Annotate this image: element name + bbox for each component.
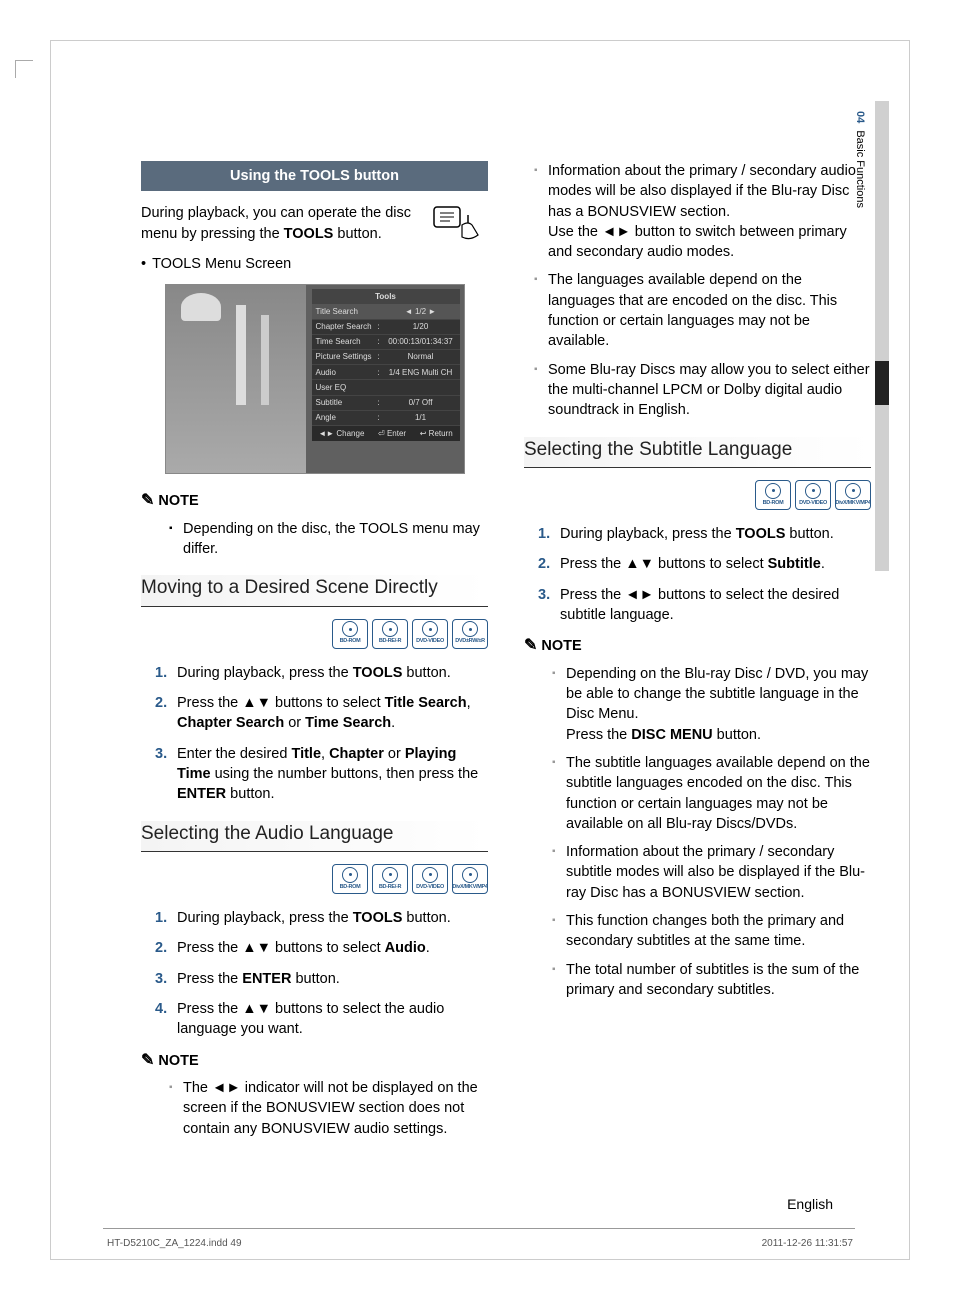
- note-item: The total number of subtitles is the sum…: [552, 960, 871, 1001]
- note-item: Depending on the disc, the TOOLS menu ma…: [169, 519, 488, 560]
- step-item: Press the ▲▼ buttons to select Audio.: [155, 938, 488, 958]
- step-item: During playback, press the TOOLS button.: [155, 663, 488, 683]
- osd-row: User EQ: [312, 380, 460, 395]
- right-column: Information about the primary / secondar…: [524, 161, 871, 1147]
- footer-rule: [103, 1228, 855, 1229]
- osd-row: Angle:1/1: [312, 411, 460, 426]
- tools-button-icon: [428, 203, 488, 253]
- step-item: Press the ◄► buttons to select the desir…: [538, 585, 871, 626]
- note-icon: ✎: [141, 1050, 154, 1072]
- disc-badge: BD-RE/-R: [372, 619, 408, 649]
- menu-screen-bullet: TOOLS Menu Screen: [141, 254, 488, 274]
- note-item: Depending on the Blu-ray Disc / DVD, you…: [552, 664, 871, 745]
- subtitle-notes: Depending on the Blu-ray Disc / DVD, you…: [552, 664, 871, 1000]
- disc-badge: DVD±RW/±R: [452, 619, 488, 649]
- page-footer: English: [51, 1195, 909, 1215]
- step-item: Press the ▲▼ buttons to select the audio…: [155, 999, 488, 1040]
- note-item: Information about the primary / secondar…: [552, 842, 871, 903]
- osd-title: Tools: [312, 289, 460, 304]
- note-icon: ✎: [141, 490, 154, 512]
- osd-row: Subtitle:0/7 Off: [312, 396, 460, 411]
- note-item: This function changes both the primary a…: [552, 911, 871, 952]
- audio-steps: During playback, press the TOOLS button.…: [155, 908, 488, 1039]
- osd-footer: ◄► Change⏎ Enter↩ Return: [312, 426, 460, 441]
- note-header-2: ✎ NOTE: [141, 1050, 488, 1072]
- step-item: During playback, press the TOOLS button.: [155, 908, 488, 928]
- subtitle-steps: During playback, press the TOOLS button.…: [538, 524, 871, 625]
- osd-row: Picture Settings:Normal: [312, 350, 460, 365]
- disc-badge: BD-ROM: [332, 864, 368, 894]
- disc-badge: BD-ROM: [755, 480, 791, 510]
- note-item: The languages available depend on the la…: [534, 270, 871, 351]
- note-item: Information about the primary / secondar…: [534, 161, 871, 262]
- step-item: Press the ▲▼ buttons to select Subtitle.: [538, 554, 871, 574]
- note-label: NOTE: [541, 636, 581, 656]
- section-bar-tools: Using the TOOLS button: [141, 161, 488, 191]
- heading-subtitle: Selecting the Subtitle Language: [524, 437, 871, 469]
- meta-stamp: 2011-12-26 11:31:57: [762, 1237, 853, 1251]
- disc-badge: DivX/MKV/MP4: [835, 480, 871, 510]
- disc-badge: BD-RE/-R: [372, 864, 408, 894]
- footer-language: English: [787, 1195, 833, 1215]
- scene-steps: During playback, press the TOOLS button.…: [155, 663, 488, 805]
- badges-subtitle: BD-ROMDVD-VIDEODivX/MKV/MP4: [524, 480, 871, 510]
- note-list-2: The ◄► indicator will not be displayed o…: [169, 1078, 488, 1139]
- meta-file: HT-D5210C_ZA_1224.indd 49: [107, 1237, 242, 1251]
- osd-row: Chapter Search:1/20: [312, 320, 460, 335]
- note-list-1: Depending on the disc, the TOOLS menu ma…: [169, 519, 488, 560]
- intro-text-bold: TOOLS: [284, 226, 334, 242]
- disc-badge: DivX/MKV/MP4: [452, 864, 488, 894]
- osd-row: Title Search◄ 1/2 ►: [312, 304, 460, 319]
- badges-scene: BD-ROMBD-RE/-RDVD-VIDEODVD±RW/±R: [141, 619, 488, 649]
- heading-scene: Moving to a Desired Scene Directly: [141, 575, 488, 607]
- badges-audio: BD-ROMBD-RE/-RDVD-VIDEODivX/MKV/MP4: [141, 864, 488, 894]
- note-label: NOTE: [158, 1051, 198, 1071]
- page-frame: 04 Basic Functions Using the TOOLS butto…: [50, 40, 910, 1260]
- step-item: During playback, press the TOOLS button.: [538, 524, 871, 544]
- disc-badge: DVD-VIDEO: [412, 619, 448, 649]
- note-item: Some Blu-ray Discs may allow you to sele…: [534, 360, 871, 421]
- note-item: The ◄► indicator will not be displayed o…: [169, 1078, 488, 1139]
- note-header-1: ✎ NOTE: [141, 490, 488, 512]
- top-notes: Information about the primary / secondar…: [534, 161, 871, 421]
- intro-text-after: button.: [333, 226, 381, 242]
- step-item: Press the ▲▼ buttons to select Title Sea…: [155, 693, 488, 734]
- osd-row: Time Search:00:00:13/01:34:37: [312, 335, 460, 350]
- left-column: Using the TOOLS button During playback, …: [141, 161, 488, 1147]
- print-meta: HT-D5210C_ZA_1224.indd 49 2011-12-26 11:…: [107, 1237, 853, 1251]
- chapter-number: 04: [854, 111, 866, 123]
- tools-menu-screenshot: Tools Title Search◄ 1/2 ►Chapter Search:…: [165, 284, 465, 474]
- disc-badge: BD-ROM: [332, 619, 368, 649]
- step-item: Enter the desired Title, Chapter or Play…: [155, 744, 488, 805]
- side-thumb-bar: [875, 101, 889, 571]
- note-item: The subtitle languages available depend …: [552, 753, 871, 834]
- disc-badge: DVD-VIDEO: [795, 480, 831, 510]
- crop-mark: [15, 60, 33, 78]
- osd-row: Audio:1/4 ENG Multi CH: [312, 365, 460, 380]
- note-icon: ✎: [524, 635, 537, 657]
- step-item: Press the ENTER button.: [155, 969, 488, 989]
- note-header-3: ✎ NOTE: [524, 635, 871, 657]
- disc-badge: DVD-VIDEO: [412, 864, 448, 894]
- osd-rows: Title Search◄ 1/2 ►Chapter Search:1/20Ti…: [312, 304, 460, 426]
- content-columns: Using the TOOLS button During playback, …: [141, 161, 871, 1147]
- note-label: NOTE: [158, 491, 198, 511]
- heading-audio: Selecting the Audio Language: [141, 821, 488, 853]
